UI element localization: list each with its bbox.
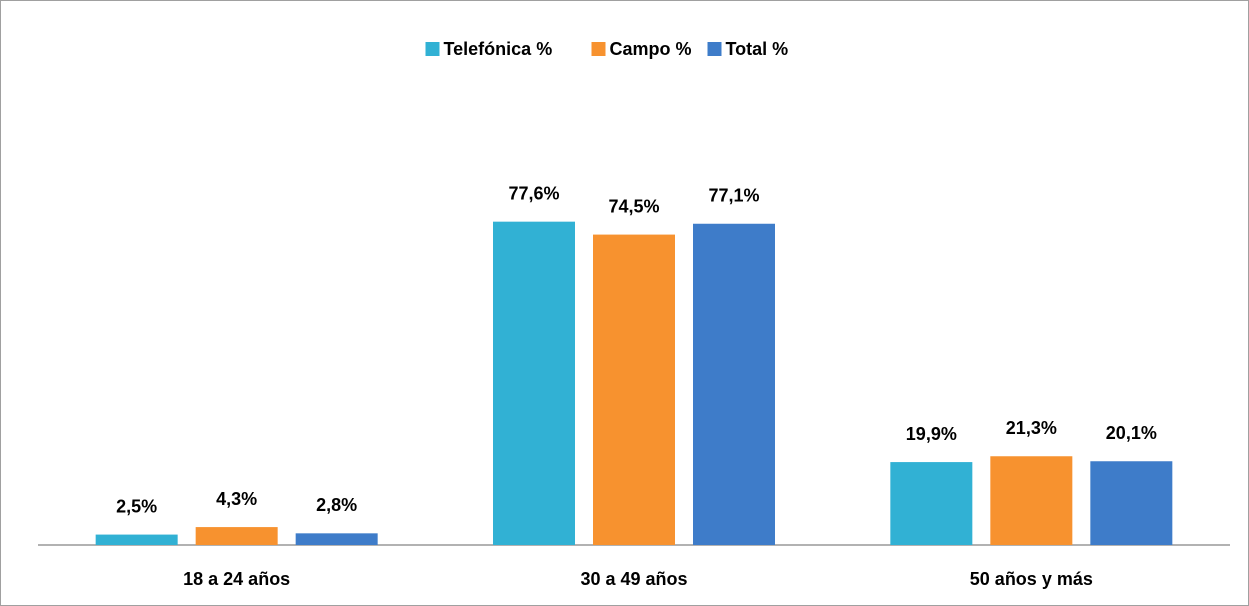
- x-tick-label: 50 años y más: [970, 569, 1093, 589]
- x-tick-label: 18 a 24 años: [183, 569, 290, 589]
- data-label: 4,3%: [216, 489, 257, 509]
- legend-label: Telefónica %: [444, 39, 553, 59]
- legend-swatch: [707, 42, 722, 56]
- data-label: 77,6%: [508, 183, 559, 203]
- data-label: 2,5%: [116, 496, 157, 516]
- legend-swatch: [425, 42, 440, 56]
- bar: [195, 527, 278, 545]
- bar: [1090, 461, 1173, 545]
- legend-label: Total %: [726, 39, 789, 59]
- data-label: 2,8%: [316, 495, 357, 515]
- data-label: 19,9%: [906, 424, 957, 444]
- bar: [990, 456, 1073, 545]
- bar: [593, 234, 675, 546]
- bar: [890, 462, 973, 545]
- legend-swatch: [591, 42, 606, 56]
- bar: [493, 221, 575, 545]
- data-label: 21,3%: [1006, 418, 1057, 438]
- bar: [95, 534, 178, 545]
- data-label: 20,1%: [1106, 423, 1157, 443]
- data-label: 74,5%: [608, 196, 659, 216]
- bar: [295, 533, 378, 545]
- x-tick-label: 30 a 49 años: [580, 569, 687, 589]
- bar: [693, 223, 775, 545]
- legend-label: Campo %: [610, 39, 692, 59]
- data-label: 77,1%: [708, 186, 759, 206]
